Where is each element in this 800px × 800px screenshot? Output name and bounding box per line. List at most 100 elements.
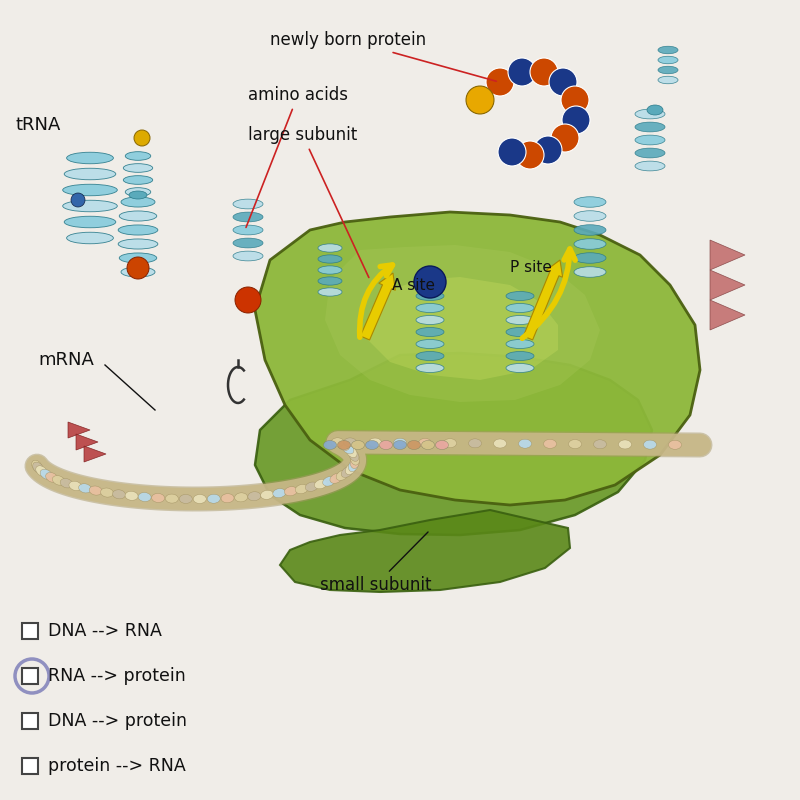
Text: DNA --> RNA: DNA --> RNA xyxy=(48,622,162,640)
Ellipse shape xyxy=(64,168,116,180)
Ellipse shape xyxy=(113,490,126,499)
Ellipse shape xyxy=(494,439,506,448)
Circle shape xyxy=(127,257,149,279)
Ellipse shape xyxy=(33,462,44,474)
Ellipse shape xyxy=(118,239,158,249)
Ellipse shape xyxy=(234,493,247,502)
Ellipse shape xyxy=(318,244,342,252)
Ellipse shape xyxy=(350,456,359,469)
Ellipse shape xyxy=(318,266,342,274)
Ellipse shape xyxy=(306,482,318,491)
Circle shape xyxy=(414,266,446,298)
Ellipse shape xyxy=(233,212,263,222)
Ellipse shape xyxy=(506,339,534,349)
Polygon shape xyxy=(255,212,700,505)
Circle shape xyxy=(134,130,150,146)
Ellipse shape xyxy=(574,266,606,278)
Ellipse shape xyxy=(407,441,421,450)
Text: A site: A site xyxy=(392,278,435,293)
Ellipse shape xyxy=(394,438,406,447)
Ellipse shape xyxy=(62,184,118,196)
Circle shape xyxy=(508,58,536,86)
Ellipse shape xyxy=(89,486,102,495)
Ellipse shape xyxy=(351,441,365,450)
Text: DNA --> protein: DNA --> protein xyxy=(48,712,187,730)
Ellipse shape xyxy=(318,277,342,285)
Ellipse shape xyxy=(60,478,73,488)
Circle shape xyxy=(562,106,590,134)
Text: P site: P site xyxy=(510,260,552,275)
Ellipse shape xyxy=(40,470,52,479)
Text: RNA --> protein: RNA --> protein xyxy=(48,667,186,685)
Ellipse shape xyxy=(416,363,444,373)
Ellipse shape xyxy=(349,459,358,472)
Ellipse shape xyxy=(518,439,531,448)
Text: newly born protein: newly born protein xyxy=(270,31,496,82)
Circle shape xyxy=(498,138,526,166)
Ellipse shape xyxy=(138,493,151,502)
Ellipse shape xyxy=(233,225,263,235)
Circle shape xyxy=(235,287,261,313)
Ellipse shape xyxy=(64,216,116,228)
Ellipse shape xyxy=(32,460,42,472)
Ellipse shape xyxy=(126,188,150,196)
Ellipse shape xyxy=(194,494,206,503)
Ellipse shape xyxy=(435,441,449,450)
FancyArrow shape xyxy=(361,273,395,340)
Ellipse shape xyxy=(101,488,114,497)
Ellipse shape xyxy=(416,291,444,301)
Polygon shape xyxy=(368,277,558,380)
Ellipse shape xyxy=(331,438,344,446)
Ellipse shape xyxy=(366,441,378,450)
Ellipse shape xyxy=(574,225,606,235)
Ellipse shape xyxy=(506,315,534,325)
Ellipse shape xyxy=(36,466,47,477)
Ellipse shape xyxy=(221,494,234,502)
Ellipse shape xyxy=(349,450,359,462)
Text: amino acids: amino acids xyxy=(246,86,348,227)
Ellipse shape xyxy=(394,441,406,450)
Ellipse shape xyxy=(322,477,335,486)
Ellipse shape xyxy=(78,484,91,493)
Polygon shape xyxy=(710,240,745,270)
Ellipse shape xyxy=(369,438,382,447)
Ellipse shape xyxy=(318,255,342,263)
Ellipse shape xyxy=(342,443,354,454)
Polygon shape xyxy=(84,446,106,462)
Circle shape xyxy=(466,86,494,114)
Ellipse shape xyxy=(342,466,353,478)
Polygon shape xyxy=(280,510,570,592)
Circle shape xyxy=(549,68,577,96)
Ellipse shape xyxy=(350,452,359,465)
Ellipse shape xyxy=(121,197,155,207)
Ellipse shape xyxy=(343,438,357,447)
Ellipse shape xyxy=(121,267,155,277)
Ellipse shape xyxy=(635,161,665,171)
Circle shape xyxy=(71,193,85,207)
Ellipse shape xyxy=(635,122,665,132)
Polygon shape xyxy=(710,300,745,330)
Ellipse shape xyxy=(66,232,114,244)
Ellipse shape xyxy=(166,494,178,503)
Ellipse shape xyxy=(318,288,342,296)
Ellipse shape xyxy=(123,164,153,172)
Ellipse shape xyxy=(179,494,192,503)
Circle shape xyxy=(530,58,558,86)
Polygon shape xyxy=(710,270,745,300)
Ellipse shape xyxy=(658,56,678,64)
Ellipse shape xyxy=(416,315,444,325)
Ellipse shape xyxy=(418,438,431,447)
Ellipse shape xyxy=(152,494,165,502)
Bar xyxy=(22,758,38,774)
Text: tRNA: tRNA xyxy=(15,116,60,134)
Ellipse shape xyxy=(635,109,665,119)
Ellipse shape xyxy=(506,303,534,313)
Circle shape xyxy=(486,68,514,96)
Ellipse shape xyxy=(125,491,138,500)
Ellipse shape xyxy=(52,476,65,486)
Ellipse shape xyxy=(669,440,682,450)
Ellipse shape xyxy=(506,327,534,337)
Ellipse shape xyxy=(346,446,357,458)
Ellipse shape xyxy=(233,199,263,209)
Ellipse shape xyxy=(416,303,444,313)
